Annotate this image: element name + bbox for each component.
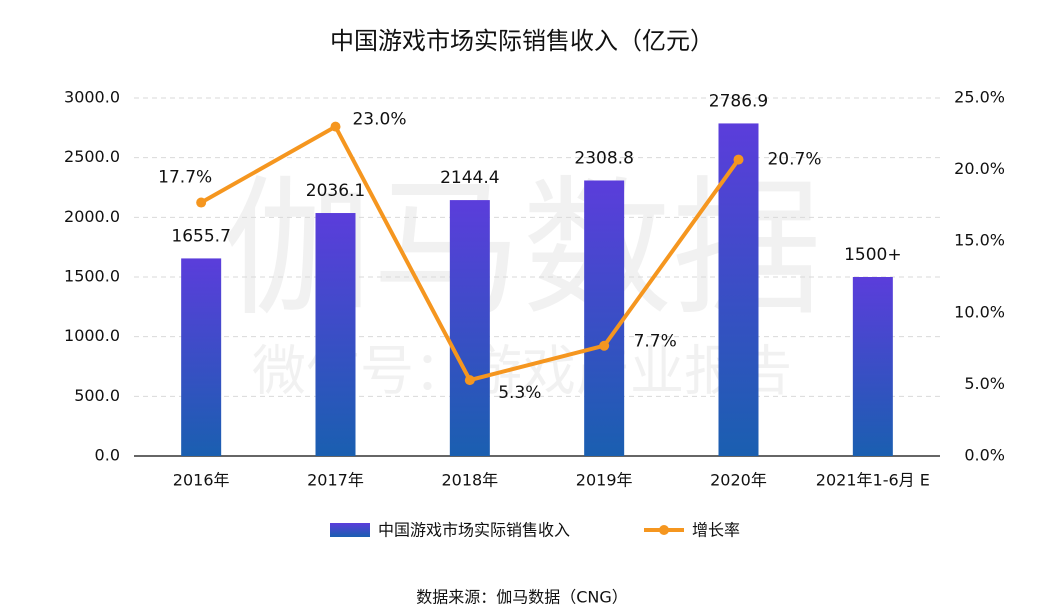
bar-value-label: 2308.8 bbox=[574, 148, 633, 168]
bar bbox=[181, 258, 222, 456]
legend-swatch bbox=[330, 523, 370, 537]
bar bbox=[584, 180, 625, 456]
chart-title: 中国游戏市场实际销售收入（亿元） bbox=[330, 27, 714, 55]
line-value-label: 5.3% bbox=[498, 383, 541, 403]
bar-value-label: 2036.1 bbox=[306, 181, 365, 201]
growth-point bbox=[599, 340, 610, 351]
growth-point bbox=[464, 375, 475, 386]
y2-tick-label: 10.0% bbox=[954, 302, 1005, 321]
source-note: 数据来源：伽马数据（CNG） bbox=[416, 588, 628, 607]
legend-dot bbox=[659, 525, 669, 535]
line-value-label: 20.7% bbox=[767, 150, 821, 170]
line-value-label: 23.0% bbox=[352, 110, 406, 130]
growth-point bbox=[196, 197, 207, 208]
y2-tick-label: 25.0% bbox=[954, 88, 1005, 107]
line-value-label: 17.7% bbox=[158, 168, 212, 188]
growth-point bbox=[330, 121, 341, 132]
y-tick-label: 2000.0 bbox=[64, 207, 120, 226]
x-tick-label: 2020年 bbox=[710, 471, 767, 490]
x-tick-label: 2019年 bbox=[576, 471, 633, 490]
y2-tick-label: 5.0% bbox=[964, 374, 1005, 393]
y2-tick-label: 15.0% bbox=[954, 231, 1005, 250]
y2-tick-label: 20.0% bbox=[954, 159, 1005, 178]
y2-tick-label: 0.0% bbox=[964, 446, 1005, 465]
growth-point bbox=[733, 154, 744, 165]
bar-value-label: 1655.7 bbox=[171, 226, 230, 246]
bar bbox=[449, 200, 490, 456]
bar bbox=[718, 123, 759, 456]
bar bbox=[315, 213, 356, 456]
x-tick-label: 2017年 bbox=[307, 471, 364, 490]
legend-label: 增长率 bbox=[692, 521, 740, 540]
y-tick-label: 1000.0 bbox=[64, 326, 120, 345]
y-tick-label: 3000.0 bbox=[64, 88, 120, 107]
bar-value-label: 2786.9 bbox=[709, 91, 768, 111]
y-tick-label: 2500.0 bbox=[64, 147, 120, 166]
x-tick-label: 2021年1-6月 E bbox=[816, 471, 930, 490]
y-tick-label: 500.0 bbox=[74, 386, 120, 405]
y-tick-label: 0.0 bbox=[95, 446, 120, 465]
bar-value-label: 1500+ bbox=[844, 245, 902, 265]
bar bbox=[852, 277, 893, 456]
bar-value-label: 2144.4 bbox=[440, 168, 499, 188]
line-value-label: 7.7% bbox=[634, 332, 677, 352]
y-tick-label: 1500.0 bbox=[64, 267, 120, 286]
legend-label: 中国游戏市场实际销售收入 bbox=[378, 521, 570, 540]
x-tick-label: 2018年 bbox=[441, 471, 498, 490]
x-tick-label: 2016年 bbox=[173, 471, 230, 490]
